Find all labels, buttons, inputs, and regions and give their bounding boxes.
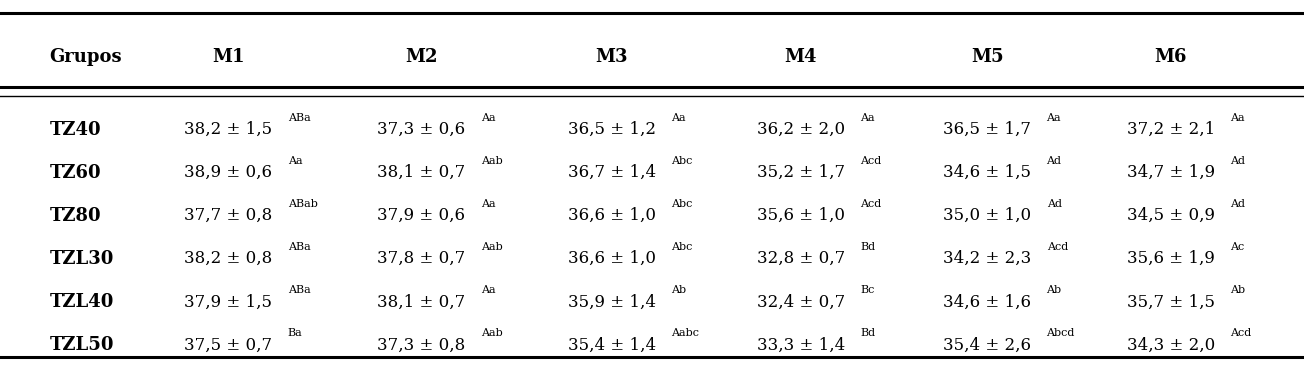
Text: Aa: Aa [481, 199, 496, 209]
Text: 34,6 ± 1,5: 34,6 ± 1,5 [943, 164, 1031, 181]
Text: 33,3 ± 1,4: 33,3 ± 1,4 [756, 337, 845, 353]
Text: Aa: Aa [1047, 113, 1061, 123]
Text: 38,2 ± 0,8: 38,2 ± 0,8 [184, 250, 273, 267]
Text: Aa: Aa [861, 113, 875, 123]
Text: Bd: Bd [861, 242, 875, 252]
Text: 36,6 ± 1,0: 36,6 ± 1,0 [567, 207, 656, 224]
Text: 34,6 ± 1,6: 34,6 ± 1,6 [943, 293, 1031, 310]
Text: Ab: Ab [1231, 285, 1245, 295]
Text: 34,3 ± 2,0: 34,3 ± 2,0 [1127, 337, 1215, 353]
Text: M1: M1 [213, 47, 244, 66]
Text: 34,7 ± 1,9: 34,7 ± 1,9 [1127, 164, 1215, 181]
Text: 37,2 ± 2,1: 37,2 ± 2,1 [1127, 121, 1215, 138]
Text: 37,7 ± 0,8: 37,7 ± 0,8 [184, 207, 273, 224]
Text: Abc: Abc [672, 199, 692, 209]
Text: 38,1 ± 0,7: 38,1 ± 0,7 [377, 293, 466, 310]
Text: TZL50: TZL50 [50, 336, 113, 354]
Text: Aab: Aab [481, 242, 502, 252]
Text: 36,6 ± 1,0: 36,6 ± 1,0 [567, 250, 656, 267]
Text: Ab: Ab [672, 285, 686, 295]
Text: Acd: Acd [861, 199, 882, 209]
Text: 35,7 ± 1,5: 35,7 ± 1,5 [1127, 293, 1215, 310]
Text: Abcd: Abcd [1047, 328, 1074, 338]
Text: Acd: Acd [861, 156, 882, 166]
Text: Aa: Aa [288, 156, 303, 166]
Text: Bc: Bc [861, 285, 875, 295]
Text: M4: M4 [785, 47, 816, 66]
Text: 36,2 ± 2,0: 36,2 ± 2,0 [756, 121, 845, 138]
Text: 34,5 ± 0,9: 34,5 ± 0,9 [1127, 207, 1215, 224]
Text: Ad: Ad [1231, 199, 1245, 209]
Text: 32,8 ± 0,7: 32,8 ± 0,7 [756, 250, 845, 267]
Text: Abc: Abc [672, 156, 692, 166]
Text: ABa: ABa [288, 113, 310, 123]
Text: M5: M5 [970, 47, 1004, 66]
Text: Ad: Ad [1231, 156, 1245, 166]
Text: 38,2 ± 1,5: 38,2 ± 1,5 [184, 121, 273, 138]
Text: 36,7 ± 1,4: 36,7 ± 1,4 [567, 164, 656, 181]
Text: 35,6 ± 1,9: 35,6 ± 1,9 [1127, 250, 1215, 267]
Text: Bd: Bd [861, 328, 875, 338]
Text: 34,2 ± 2,3: 34,2 ± 2,3 [943, 250, 1031, 267]
Text: 37,5 ± 0,7: 37,5 ± 0,7 [184, 337, 273, 353]
Text: 38,1 ± 0,7: 38,1 ± 0,7 [377, 164, 466, 181]
Text: Aa: Aa [672, 113, 686, 123]
Text: 35,4 ± 2,6: 35,4 ± 2,6 [943, 337, 1031, 353]
Text: 36,5 ± 1,7: 36,5 ± 1,7 [943, 121, 1031, 138]
Text: Aab: Aab [481, 156, 502, 166]
Text: M6: M6 [1155, 47, 1187, 66]
Text: ABa: ABa [288, 285, 310, 295]
Text: Ba: Ba [288, 328, 303, 338]
Text: 37,9 ± 1,5: 37,9 ± 1,5 [184, 293, 273, 310]
Text: M3: M3 [596, 47, 627, 66]
Text: Acd: Acd [1047, 242, 1068, 252]
Text: TZ40: TZ40 [50, 120, 102, 139]
Text: Ad: Ad [1047, 199, 1061, 209]
Text: TZ60: TZ60 [50, 164, 102, 182]
Text: 32,4 ± 0,7: 32,4 ± 0,7 [756, 293, 845, 310]
Text: Acd: Acd [1231, 328, 1252, 338]
Text: 37,9 ± 0,6: 37,9 ± 0,6 [377, 207, 466, 224]
Text: Aab: Aab [481, 328, 502, 338]
Text: Grupos: Grupos [50, 47, 123, 66]
Text: 37,8 ± 0,7: 37,8 ± 0,7 [377, 250, 466, 267]
Text: 37,3 ± 0,8: 37,3 ± 0,8 [377, 337, 466, 353]
Text: 35,2 ± 1,7: 35,2 ± 1,7 [756, 164, 845, 181]
Text: TZL40: TZL40 [50, 293, 113, 311]
Text: Abc: Abc [672, 242, 692, 252]
Text: Aabc: Aabc [672, 328, 699, 338]
Text: 35,6 ± 1,0: 35,6 ± 1,0 [756, 207, 845, 224]
Text: Ac: Ac [1230, 242, 1244, 252]
Text: TZ80: TZ80 [50, 207, 102, 225]
Text: 35,9 ± 1,4: 35,9 ± 1,4 [567, 293, 656, 310]
Text: Aa: Aa [481, 113, 496, 123]
Text: Ad: Ad [1047, 156, 1061, 166]
Text: Ab: Ab [1047, 285, 1061, 295]
Text: 38,9 ± 0,6: 38,9 ± 0,6 [184, 164, 273, 181]
Text: Aa: Aa [1231, 113, 1245, 123]
Text: 36,5 ± 1,2: 36,5 ± 1,2 [567, 121, 656, 138]
Text: 37,3 ± 0,6: 37,3 ± 0,6 [377, 121, 466, 138]
Text: ABab: ABab [288, 199, 318, 209]
Text: TZL30: TZL30 [50, 250, 113, 268]
Text: 35,0 ± 1,0: 35,0 ± 1,0 [943, 207, 1031, 224]
Text: Aa: Aa [481, 285, 496, 295]
Text: M2: M2 [406, 47, 437, 66]
Text: ABa: ABa [288, 242, 310, 252]
Text: 35,4 ± 1,4: 35,4 ± 1,4 [567, 337, 656, 353]
